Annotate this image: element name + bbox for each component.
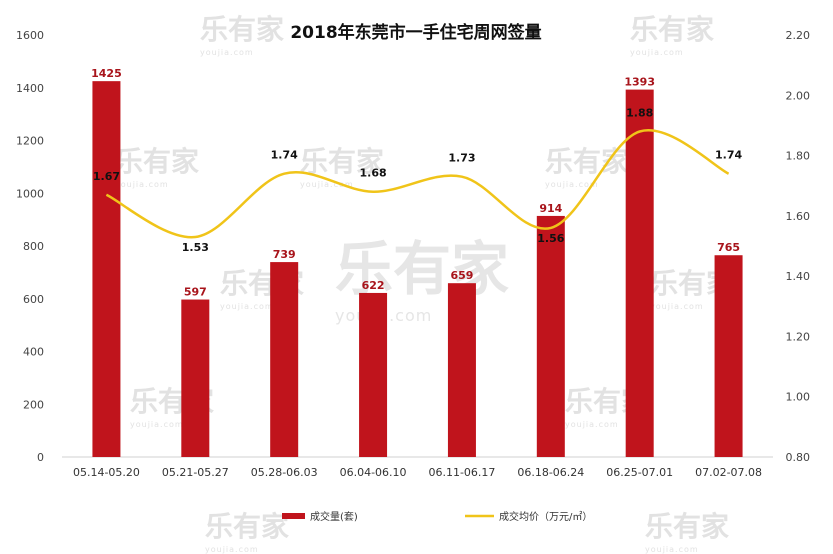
x-tick-label: 07.02-07.08	[695, 466, 762, 479]
bar	[359, 292, 388, 457]
y-left-tick-label: 1000	[16, 187, 44, 200]
bar	[536, 215, 565, 457]
bar-data-label: 597	[184, 286, 207, 299]
y-left-tick-label: 400	[23, 346, 44, 359]
y-left-tick-label: 0	[37, 451, 44, 464]
x-tick-label: 06.04-06.10	[340, 466, 407, 479]
chart-title: 2018年东莞市一手住宅周网签量	[290, 22, 541, 43]
legend-line-label: 成交均价（万元/㎡）	[499, 510, 592, 523]
y-left-tick-label: 1200	[16, 135, 44, 148]
bar-data-label: 622	[362, 279, 385, 292]
x-tick-label: 05.28-06.03	[251, 466, 318, 479]
y-right-tick-label: 1.60	[786, 210, 811, 223]
line-data-label: 1.88	[626, 106, 653, 119]
legend-bar-label: 成交量(套)	[310, 510, 358, 523]
price-line	[105, 129, 730, 239]
y-left-tick-label: 200	[23, 398, 44, 411]
y-right-tick-label: 2.20	[786, 29, 811, 42]
y-right-tick-label: 1.00	[786, 391, 811, 404]
line-data-label: 1.68	[359, 167, 386, 180]
line-data-label: 1.53	[182, 241, 209, 254]
y-right-tick-label: 2.00	[786, 89, 811, 102]
bar-data-label: 659	[450, 269, 473, 282]
bar	[625, 89, 654, 457]
y-right-tick-label: 1.80	[786, 150, 811, 163]
combo-chart: 2018年东莞市一手住宅周网签量 0 200 400 600 800 1000 1200 14…	[16, 22, 811, 523]
x-tick-label: 05.21-05.27	[162, 466, 229, 479]
line-data-label: 1.67	[93, 170, 120, 183]
y-right-tick-label: 1.20	[786, 330, 811, 343]
bar-data-label: 765	[717, 241, 740, 254]
y-left-tick-label: 1600	[16, 29, 44, 42]
line-data-label: 1.73	[448, 152, 475, 165]
line-data-label: 1.74	[715, 149, 742, 162]
x-tick-label: 06.18-06.24	[517, 466, 584, 479]
bar	[181, 299, 210, 457]
y-left-tick-label: 800	[23, 240, 44, 253]
bar	[92, 81, 121, 457]
bar-data-label: 1393	[624, 76, 655, 89]
bar	[270, 262, 299, 457]
bar-data-label: 739	[273, 248, 296, 261]
y-right-tick-label: 1.40	[786, 270, 811, 283]
legend-bar-swatch	[282, 513, 305, 519]
line-data-label: 1.74	[271, 149, 298, 162]
y-left-tick-label: 600	[23, 293, 44, 306]
y-right-tick-label: 0.80	[786, 451, 811, 464]
bar-data-label: 914	[539, 202, 562, 215]
x-tick-label: 05.14-05.20	[73, 466, 140, 479]
x-tick-label: 06.11-06.17	[428, 466, 495, 479]
bar	[447, 283, 476, 457]
bar-data-label: 1425	[91, 67, 122, 80]
x-tick-label: 06.25-07.01	[606, 466, 673, 479]
bar	[714, 255, 743, 457]
line-data-label: 1.56	[537, 232, 564, 245]
y-left-tick-label: 1400	[16, 82, 44, 95]
